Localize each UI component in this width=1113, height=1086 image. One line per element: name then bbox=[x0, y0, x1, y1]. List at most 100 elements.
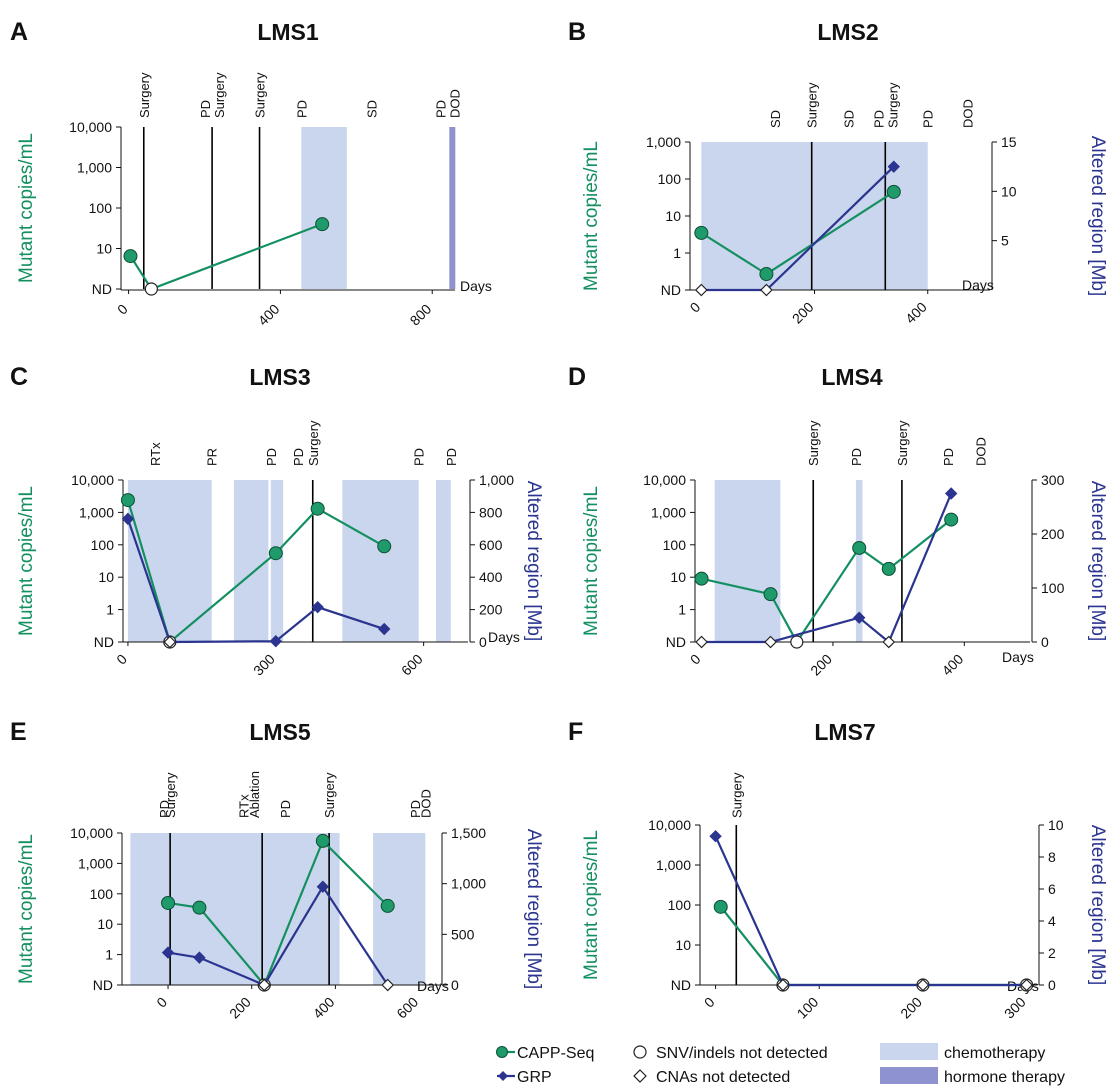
x-axis-label: Days bbox=[1002, 649, 1034, 665]
capp-seq-point bbox=[713, 899, 728, 914]
capp-seq-point bbox=[161, 895, 176, 910]
event-label: Surgery bbox=[163, 772, 178, 818]
x-tick-label: 200 bbox=[897, 994, 925, 1022]
panel-letter: F bbox=[568, 718, 583, 746]
panel-lms2: ND 1 10 100 1,000 5 10 15 0 200 400 Days Mutant copi… bbox=[568, 18, 1108, 327]
capp-seq-point bbox=[694, 571, 709, 586]
y-tick-label: 1 bbox=[678, 602, 686, 618]
x-tick-label: 400 bbox=[939, 651, 967, 679]
grp-point bbox=[121, 512, 135, 526]
grp-point bbox=[269, 634, 282, 648]
capp-seq-point bbox=[852, 540, 867, 555]
y-tick-label: 10,000 bbox=[643, 472, 686, 488]
event-label: PD bbox=[278, 800, 293, 818]
capp-seq-line bbox=[129, 223, 323, 291]
x-tick-label: 600 bbox=[398, 651, 426, 679]
y-tick-label: 10 bbox=[98, 569, 114, 585]
event-label: PD bbox=[871, 110, 886, 128]
x-tick-label: 200 bbox=[807, 651, 835, 679]
y-tick-label: 10 bbox=[670, 569, 686, 585]
y2-axis-label: Altered region [Mb] bbox=[1087, 481, 1108, 642]
x-tick-label: 200 bbox=[226, 994, 254, 1022]
panel-lms5: ND 1 10 100 1,000 10,000 0 500 1,000 1,500 0 200 400… bbox=[10, 718, 544, 1022]
panel-letter: C bbox=[10, 363, 28, 391]
capp-seq-line bbox=[719, 906, 1027, 987]
panel-letter: D bbox=[568, 363, 586, 391]
y-axis-label: Mutant copies/mL bbox=[16, 486, 37, 636]
x-tick-label: 300 bbox=[1001, 994, 1029, 1022]
x-tick-label: 0 bbox=[687, 651, 704, 668]
snv-not-detected-point bbox=[790, 635, 804, 649]
y2-tick-label: 5 bbox=[1001, 233, 1009, 249]
y2-tick-label: 0 bbox=[451, 977, 459, 993]
grp-point bbox=[316, 880, 330, 893]
x-axis-label: Days bbox=[417, 978, 449, 994]
event-label: PR bbox=[205, 448, 220, 466]
capp-seq-point bbox=[192, 900, 207, 915]
chemotherapy-span bbox=[714, 480, 781, 642]
cna-not-detected-point bbox=[257, 978, 271, 992]
y-tick-label: 10 bbox=[96, 241, 112, 257]
y2-tick-label: 800 bbox=[479, 504, 503, 520]
x-tick-label: 0 bbox=[701, 994, 718, 1011]
grp-point bbox=[193, 951, 206, 964]
capp-seq-point bbox=[377, 539, 392, 554]
x-tick-label: 600 bbox=[393, 994, 421, 1022]
legend-cna-label: CNAs not detected bbox=[656, 1069, 790, 1086]
legend-snv-marker bbox=[633, 1045, 647, 1059]
snv-not-detected-point bbox=[144, 282, 158, 296]
event-label: Surgery bbox=[895, 420, 910, 466]
y2-axis-label: Altered region [Mb] bbox=[1087, 825, 1108, 986]
y-tick-label: 1 bbox=[673, 245, 681, 261]
chemotherapy-span bbox=[373, 833, 426, 985]
event-label: Surgery bbox=[885, 82, 900, 128]
chemotherapy-span bbox=[130, 833, 169, 985]
y2-tick-label: 300 bbox=[1041, 472, 1065, 488]
cna-not-detected-point bbox=[163, 635, 177, 649]
capp-seq-point bbox=[886, 184, 901, 199]
event-label: SD bbox=[841, 110, 856, 128]
event-label: Surgery bbox=[212, 72, 227, 118]
y2-tick-label: 4 bbox=[1048, 913, 1056, 929]
x-tick-label: 0 bbox=[153, 994, 170, 1011]
panel-letter: E bbox=[10, 718, 27, 746]
capp-seq-point bbox=[380, 898, 395, 913]
legend-hormone-therapy-swatch bbox=[880, 1067, 938, 1084]
event-label: Surgery bbox=[253, 72, 268, 118]
hormone-therapy-span bbox=[449, 127, 456, 289]
y-axis-label: Mutant copies/mL bbox=[16, 834, 37, 984]
y-tick-label: 100 bbox=[663, 537, 687, 553]
y-tick-label: 100 bbox=[90, 886, 114, 902]
y2-tick-label: 200 bbox=[479, 602, 503, 618]
y2-tick-label: 0 bbox=[1041, 634, 1049, 650]
event-label: PD bbox=[408, 800, 423, 818]
y-tick-label: 10 bbox=[675, 937, 691, 953]
capp-seq-point bbox=[268, 546, 283, 561]
cna-not-detected-point bbox=[776, 978, 790, 992]
panel-title: LMS2 bbox=[817, 19, 878, 45]
y2-tick-label: 600 bbox=[479, 537, 503, 553]
legend-hormone-therapy-label: hormone therapy bbox=[944, 1069, 1065, 1086]
y2-tick-label: 200 bbox=[1041, 526, 1065, 542]
event-label: PD bbox=[433, 100, 448, 118]
y2-axis-label: Altered region [Mb] bbox=[523, 829, 544, 990]
event-label: Surgery bbox=[322, 772, 337, 818]
cna-not-detected-point bbox=[695, 635, 708, 649]
y-tick-label: ND bbox=[671, 977, 691, 993]
x-tick-label: 300 bbox=[250, 651, 278, 679]
legend: CAPP-Seq GRP SNV/indels not detected CNAs n… bbox=[496, 1043, 1065, 1086]
event-label: PD bbox=[444, 448, 459, 466]
y-tick-label: 1,000 bbox=[78, 855, 113, 871]
y2-tick-label: 15 bbox=[1001, 134, 1017, 150]
y-tick-label: 100 bbox=[89, 200, 113, 216]
panel-title: LMS1 bbox=[257, 19, 319, 45]
panel-letter: A bbox=[10, 18, 28, 46]
y-tick-label: 1 bbox=[105, 947, 113, 963]
event-label: RTx bbox=[148, 442, 163, 466]
y-tick-label: 1,000 bbox=[646, 134, 681, 150]
y-tick-label: ND bbox=[92, 281, 112, 297]
capp-seq-point bbox=[120, 493, 135, 508]
cna-not-detected-point bbox=[916, 978, 930, 992]
y2-tick-label: 8 bbox=[1048, 849, 1056, 865]
